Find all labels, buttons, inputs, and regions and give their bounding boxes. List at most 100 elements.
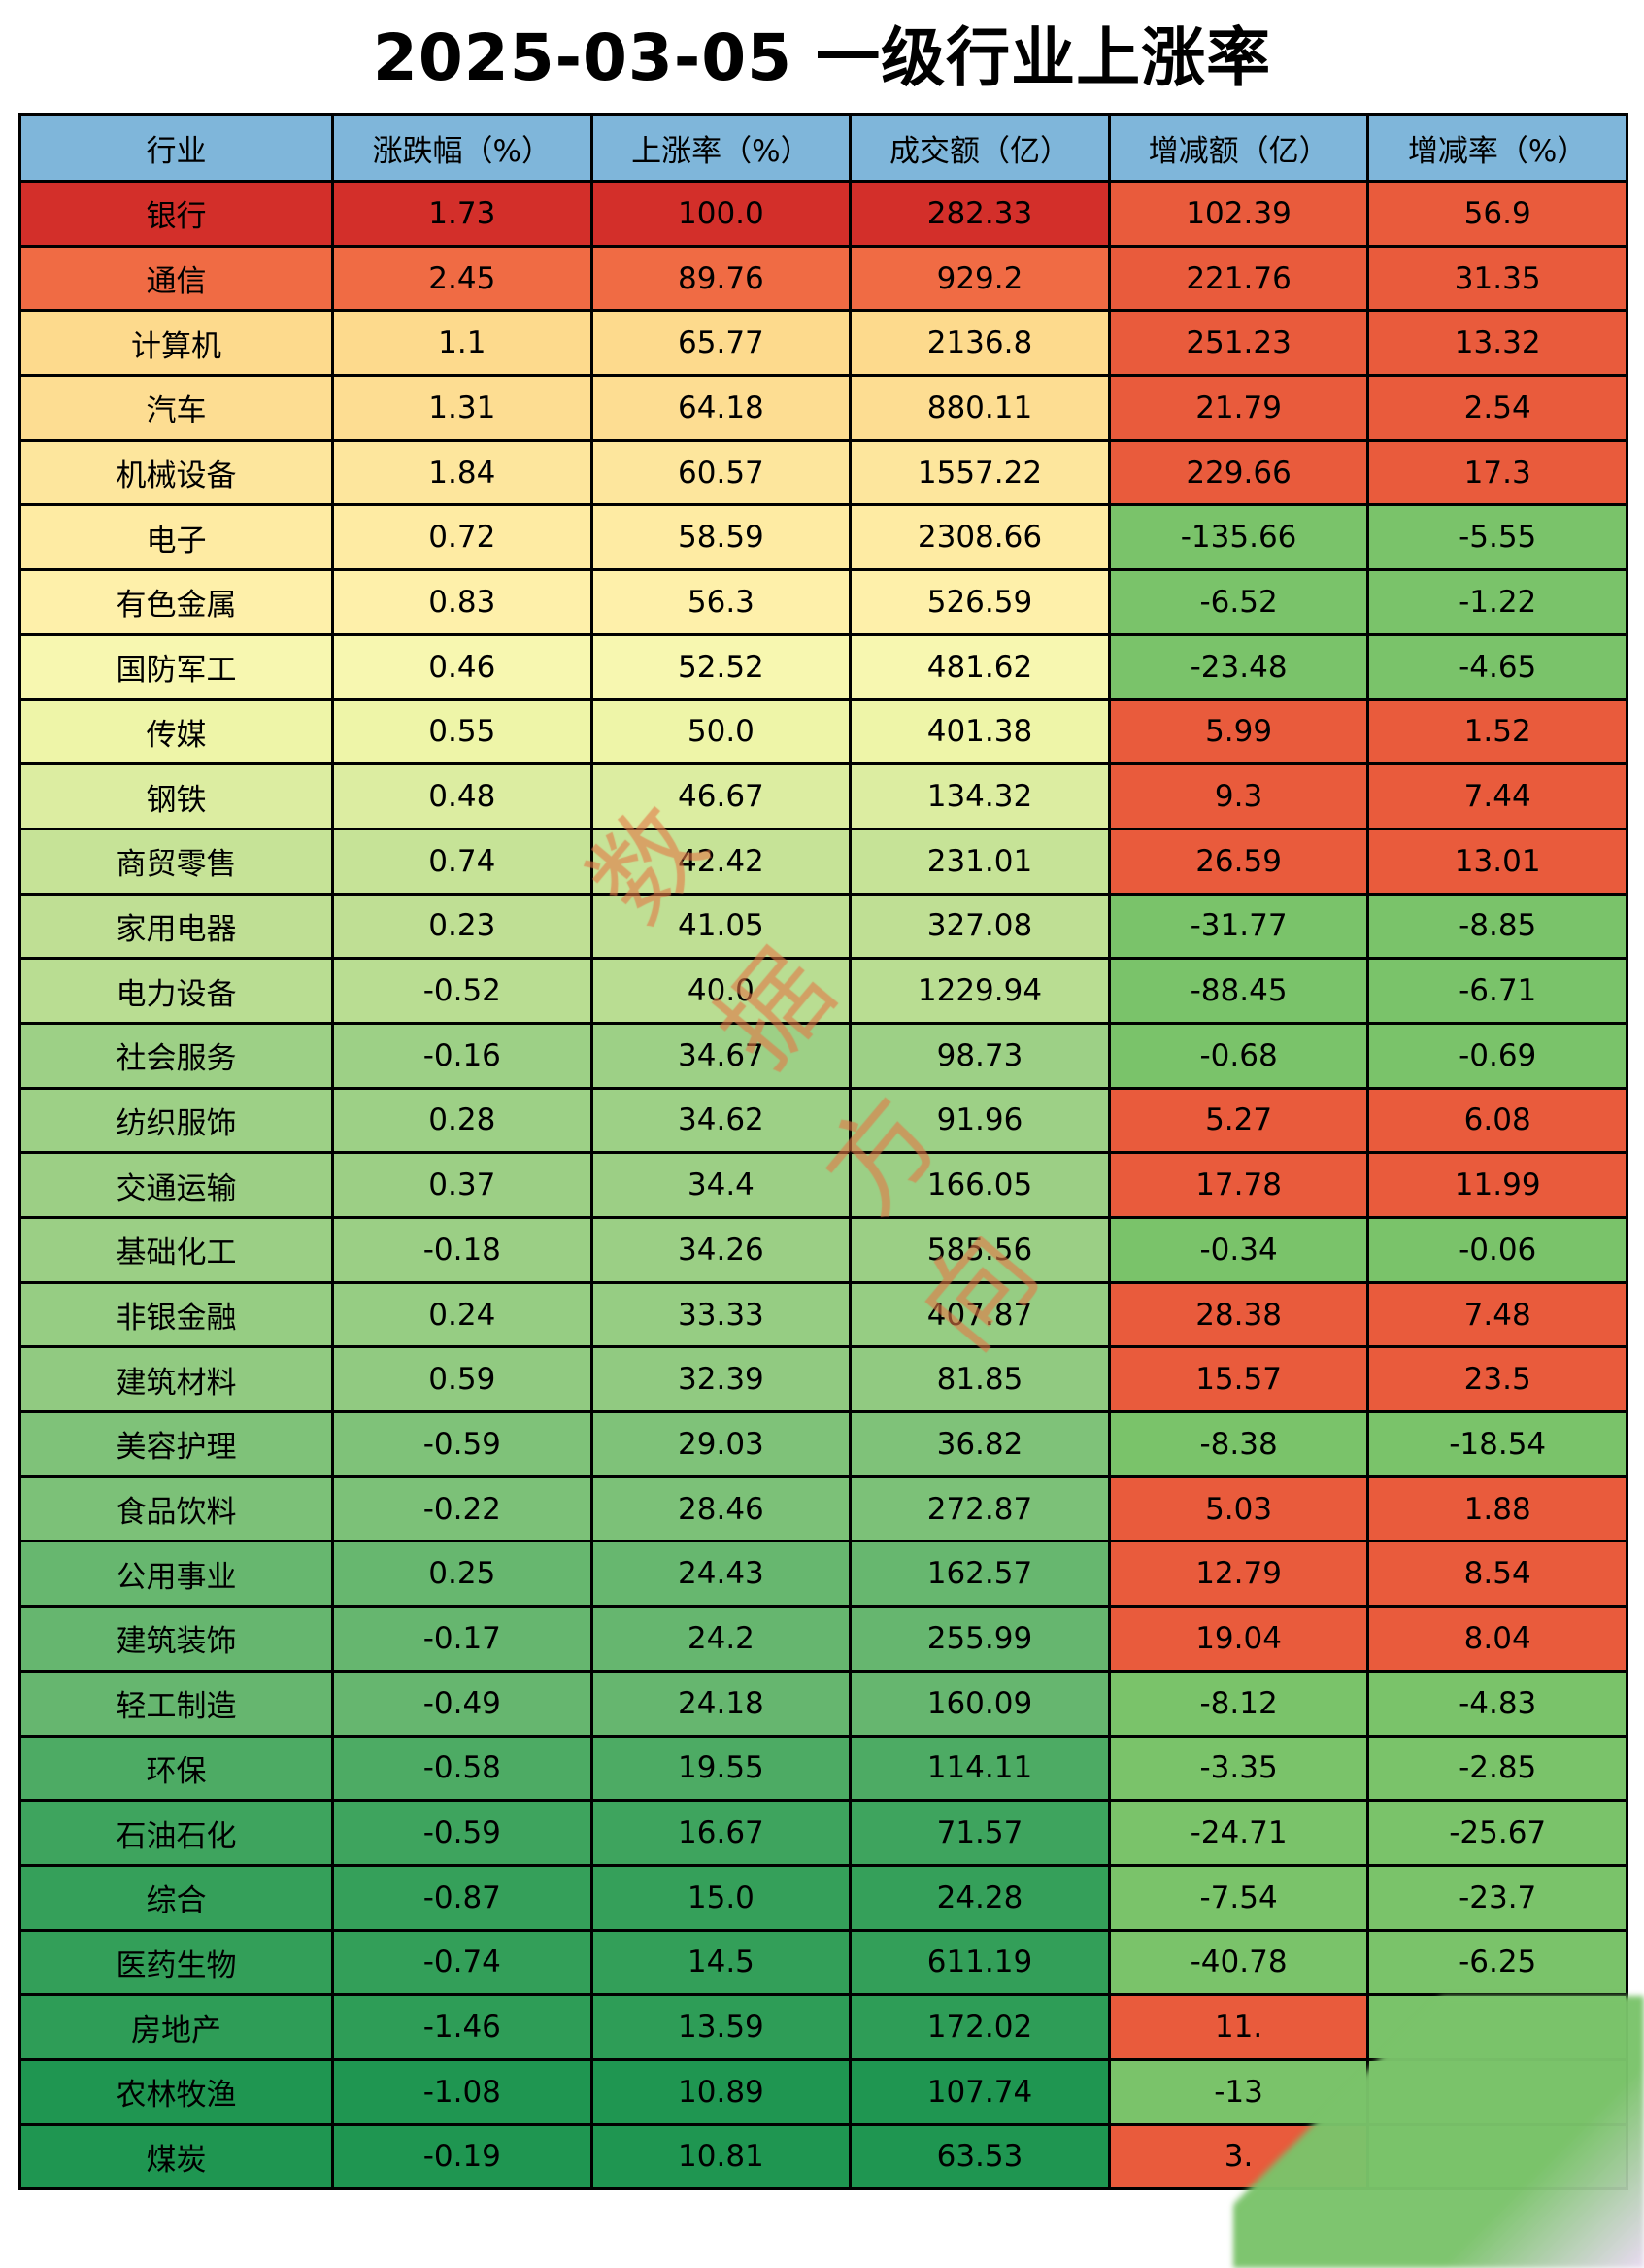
table-row: 煤炭 -0.19 10.81 63.53 3. bbox=[18, 2122, 1628, 2191]
value-cell: -8.85 bbox=[1366, 892, 1628, 961]
value-cell: -8.12 bbox=[1107, 1669, 1370, 1738]
industry-name-cell: 石油石化 bbox=[18, 1799, 334, 1867]
column-header: 增减额（亿） bbox=[1107, 113, 1370, 183]
value-cell: 58.59 bbox=[589, 503, 853, 572]
table-row: 电力设备 -0.52 40.0 1229.94 -88.45 -6.71 bbox=[18, 957, 1628, 1025]
value-cell: 56.3 bbox=[589, 568, 853, 636]
value-cell: 14.5 bbox=[589, 1928, 853, 1997]
industry-name-cell: 非银金融 bbox=[18, 1280, 334, 1349]
value-cell: 5.27 bbox=[1107, 1086, 1370, 1155]
value-cell bbox=[1366, 2057, 1628, 2126]
table-row: 建筑装饰 -0.17 24.2 255.99 19.04 8.04 bbox=[18, 1605, 1628, 1673]
value-cell: 34.4 bbox=[589, 1151, 853, 1219]
value-cell: 13.32 bbox=[1366, 309, 1628, 378]
value-cell: 91.96 bbox=[849, 1086, 1111, 1155]
value-cell: 64.18 bbox=[589, 374, 853, 442]
value-cell: 24.18 bbox=[589, 1669, 853, 1738]
value-cell: 0.24 bbox=[331, 1280, 593, 1349]
value-cell: 71.57 bbox=[849, 1799, 1111, 1867]
industry-name-cell: 煤炭 bbox=[18, 2122, 334, 2191]
value-cell: 2.54 bbox=[1366, 374, 1628, 442]
value-cell: 98.73 bbox=[849, 1021, 1111, 1090]
value-cell: 10.81 bbox=[589, 2122, 853, 2191]
value-cell: 5.99 bbox=[1107, 697, 1370, 766]
industry-name-cell: 房地产 bbox=[18, 1993, 334, 2061]
table-row: 计算机 1.1 65.77 2136.8 251.23 13.32 bbox=[18, 309, 1628, 378]
column-header: 成交额（亿） bbox=[849, 113, 1111, 183]
value-cell: 585.56 bbox=[849, 1216, 1111, 1284]
table-header-row: 行业 涨跌幅（%） 上涨率（%） 成交额（亿） 增减额（亿） 增减率（%） bbox=[18, 113, 1628, 183]
value-cell: 0.28 bbox=[331, 1086, 593, 1155]
table-row: 环保 -0.58 19.55 114.11 -3.35 -2.85 bbox=[18, 1734, 1628, 1803]
value-cell: 1.52 bbox=[1366, 697, 1628, 766]
value-cell: 63.53 bbox=[849, 2122, 1111, 2191]
value-cell: -0.59 bbox=[331, 1799, 593, 1867]
value-cell: 24.28 bbox=[849, 1863, 1111, 1932]
value-cell: -2.85 bbox=[1366, 1734, 1628, 1803]
value-cell: -0.58 bbox=[331, 1734, 593, 1803]
table-row: 通信 2.45 89.76 929.2 221.76 31.35 bbox=[18, 244, 1628, 313]
value-cell: 0.72 bbox=[331, 503, 593, 572]
value-cell: 160.09 bbox=[849, 1669, 1111, 1738]
value-cell: 31.35 bbox=[1366, 244, 1628, 313]
value-cell: 481.62 bbox=[849, 632, 1111, 701]
value-cell: 52.52 bbox=[589, 632, 853, 701]
industry-name-cell: 环保 bbox=[18, 1734, 334, 1803]
value-cell: -4.83 bbox=[1366, 1669, 1628, 1738]
value-cell: 114.11 bbox=[849, 1734, 1111, 1803]
value-cell: 1.84 bbox=[331, 438, 593, 507]
value-cell: 2.45 bbox=[331, 244, 593, 313]
value-cell: -0.59 bbox=[331, 1410, 593, 1478]
industry-name-cell: 公用事业 bbox=[18, 1540, 334, 1608]
value-cell: 0.59 bbox=[331, 1345, 593, 1414]
value-cell: 33.33 bbox=[589, 1280, 853, 1349]
industry-name-cell: 钢铁 bbox=[18, 762, 334, 830]
value-cell: 1.1 bbox=[331, 309, 593, 378]
value-cell: 6.08 bbox=[1366, 1086, 1628, 1155]
industry-name-cell: 电子 bbox=[18, 503, 334, 572]
table-row: 房地产 -1.46 13.59 172.02 11. bbox=[18, 1993, 1628, 2061]
value-cell: -88.45 bbox=[1107, 957, 1370, 1025]
value-cell: 81.85 bbox=[849, 1345, 1111, 1414]
value-cell: 34.62 bbox=[589, 1086, 853, 1155]
industry-name-cell: 基础化工 bbox=[18, 1216, 334, 1284]
value-cell: -0.49 bbox=[331, 1669, 593, 1738]
value-cell: 1.73 bbox=[331, 180, 593, 248]
table-row: 机械设备 1.84 60.57 1557.22 229.66 17.3 bbox=[18, 438, 1628, 507]
value-cell: 1229.94 bbox=[849, 957, 1111, 1025]
value-cell: 251.23 bbox=[1107, 309, 1370, 378]
value-cell: -0.22 bbox=[331, 1474, 593, 1543]
value-cell: 56.9 bbox=[1366, 180, 1628, 248]
value-cell: 26.59 bbox=[1107, 827, 1370, 896]
table-row: 医药生物 -0.74 14.5 611.19 -40.78 -6.25 bbox=[18, 1928, 1628, 1997]
value-cell: 89.76 bbox=[589, 244, 853, 313]
value-cell: 8.54 bbox=[1366, 1540, 1628, 1608]
value-cell: -4.65 bbox=[1366, 632, 1628, 701]
value-cell: 0.37 bbox=[331, 1151, 593, 1219]
value-cell: 3. bbox=[1107, 2122, 1370, 2191]
value-cell: -0.18 bbox=[331, 1216, 593, 1284]
industry-name-cell: 汽车 bbox=[18, 374, 334, 442]
value-cell: 0.55 bbox=[331, 697, 593, 766]
value-cell: 2136.8 bbox=[849, 309, 1111, 378]
value-cell: 929.2 bbox=[849, 244, 1111, 313]
value-cell bbox=[1366, 2122, 1628, 2191]
value-cell: 0.83 bbox=[331, 568, 593, 636]
value-cell: 231.01 bbox=[849, 827, 1111, 896]
table-row: 石油石化 -0.59 16.67 71.57 -24.71 -25.67 bbox=[18, 1799, 1628, 1867]
table-row: 综合 -0.87 15.0 24.28 -7.54 -23.7 bbox=[18, 1863, 1628, 1932]
value-cell: 0.48 bbox=[331, 762, 593, 830]
value-cell: 41.05 bbox=[589, 892, 853, 961]
value-cell: 65.77 bbox=[589, 309, 853, 378]
industry-name-cell: 纺织服饰 bbox=[18, 1086, 334, 1155]
value-cell: 5.03 bbox=[1107, 1474, 1370, 1543]
table-row: 农林牧渔 -1.08 10.89 107.74 -13 bbox=[18, 2057, 1628, 2126]
value-cell: 2308.66 bbox=[849, 503, 1111, 572]
page-title: 2025-03-05 一级行业上涨率 bbox=[372, 20, 1272, 95]
value-cell: 8.04 bbox=[1366, 1605, 1628, 1673]
value-cell: -0.87 bbox=[331, 1863, 593, 1932]
value-cell bbox=[1366, 1993, 1628, 2061]
value-cell: 23.5 bbox=[1366, 1345, 1628, 1414]
value-cell: 7.48 bbox=[1366, 1280, 1628, 1349]
table-row: 汽车 1.31 64.18 880.11 21.79 2.54 bbox=[18, 374, 1628, 442]
